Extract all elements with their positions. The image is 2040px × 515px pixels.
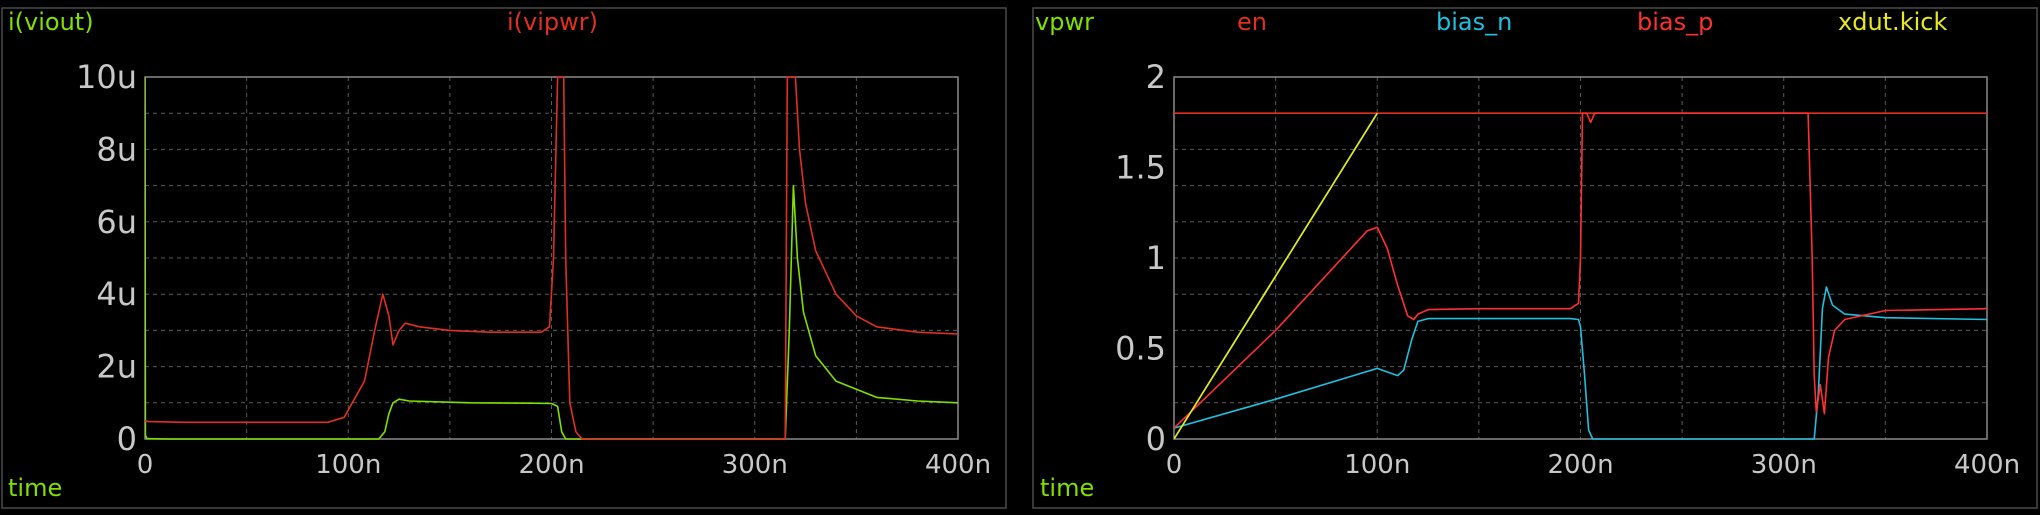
right-trace-bias-p (1174, 112, 1987, 429)
right-xaxis-label: time (1040, 474, 1094, 502)
right-xtick-label: 0 (1166, 450, 1183, 480)
left-ytick-label: 0 (117, 420, 137, 458)
left-ytick-label: 6u (96, 203, 137, 241)
right-ytick-label: 0.5 (1115, 330, 1166, 368)
left-ytick-label: 8u (96, 130, 137, 168)
right-plot-svg: 0 0.5 1 1.5 2 0 100n 200n 300n 400n vpwr en bias_n bi… (1032, 7, 2038, 509)
left-trace-i-vipwr- (145, 76, 958, 440)
right-ytick-label: 0 (1146, 420, 1166, 458)
left-trace-i-viout- (145, 76, 958, 440)
right-xtick-label: 400n (1954, 450, 2020, 480)
right-legend-vpwr: vpwr (1035, 8, 1094, 36)
left-ytick-label: 4u (96, 275, 137, 313)
right-xtick-label: 100n (1344, 450, 1410, 480)
right-axes-box (1173, 76, 1988, 440)
right-legend-bias-n: bias_n (1436, 8, 1512, 36)
left-plot-svg: 0 2u 4u 6u 8u 10u 0 100n 200n 300n 400n i(viout) i(v… (1, 7, 1007, 509)
left-legend-i-viout-: i(viout) (8, 8, 94, 36)
left-ytick-label: 10u (76, 58, 137, 96)
right-ytick-label: 1 (1146, 239, 1166, 277)
left-plot-panel: 0 2u 4u 6u 8u 10u 0 100n 200n 300n 400n i(viout) i(v… (0, 0, 1008, 515)
left-gridlines (145, 77, 958, 439)
right-legend-bias-p: bias_p (1637, 8, 1713, 36)
right-legend-xdut-kick: xdut.kick (1838, 8, 1947, 36)
left-xtick-label: 100n (315, 450, 381, 480)
left-xtick-label: 300n (722, 450, 788, 480)
left-legend-i-vipwr-: i(vipwr) (507, 8, 598, 36)
right-legend-en: en (1237, 8, 1267, 36)
right-ytick-label: 1.5 (1115, 149, 1166, 187)
right-xtick-label: 300n (1751, 450, 1817, 480)
right-panel-frame (1032, 7, 2038, 509)
left-ytick-label: 2u (96, 348, 137, 386)
right-ytick-label: 2 (1146, 58, 1166, 96)
left-xtick-label: 400n (925, 450, 991, 480)
right-xtick-label: 200n (1547, 450, 1613, 480)
left-xtick-label: 200n (518, 450, 584, 480)
left-xaxis-label: time (8, 474, 62, 502)
right-trace-bias-n (1174, 286, 1987, 440)
left-panel-frame (1, 7, 1007, 509)
right-plot-panel: 0 0.5 1 1.5 2 0 100n 200n 300n 400n vpwr en bias_n bi… (1032, 0, 2040, 515)
left-xtick-label: 0 (137, 450, 154, 480)
right-trace-xdut-kick (1174, 112, 1378, 440)
